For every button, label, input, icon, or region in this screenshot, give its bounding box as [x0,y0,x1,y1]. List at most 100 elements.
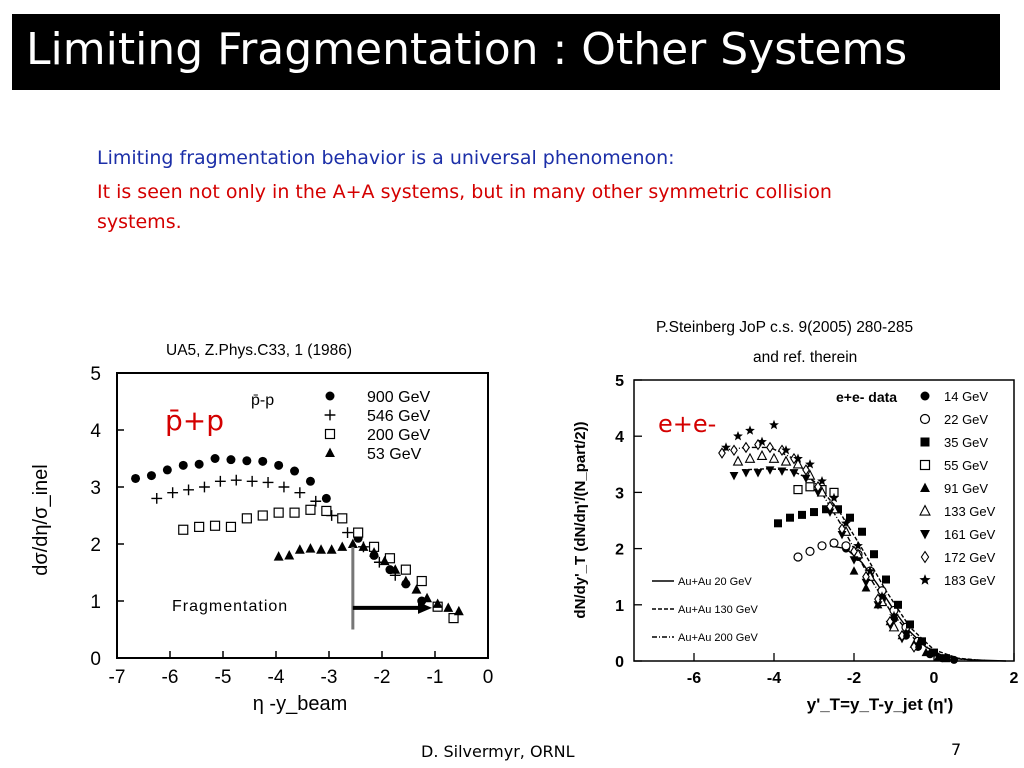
right-data-point [841,518,851,528]
left-y-tick-label: 0 [90,649,101,670]
right-curve-dashed [741,468,983,662]
right-data-point [745,425,755,435]
left-data-point [316,544,326,554]
right-curve-legend-label: Au+Au 130 GeV [678,604,758,616]
left-data-point [183,484,194,496]
right-chart-caption-2: and ref. therein [753,349,858,366]
right-legend-label: 91 GeV [944,481,988,496]
right-legend-label: 133 GeV [944,504,996,519]
left-data-point [162,465,172,475]
left-data-point [194,521,205,533]
right-data-point [730,444,738,457]
right-data-point [805,482,815,492]
left-data-point [379,555,390,566]
intro-text: Limiting fragmentation behavior is a uni… [97,143,857,237]
right-data-point [873,601,883,610]
right-data-point [933,652,943,662]
right-legend-marker [919,459,931,471]
left-x-tick-label: -4 [268,667,285,688]
left-data-point [321,505,332,517]
right-y-tick-label: 1 [615,598,624,615]
right-x-tick-label: 2 [1010,670,1019,687]
intro-line-1: Limiting fragmentation behavior is a uni… [97,147,675,169]
left-data-point [294,487,306,499]
left-data-point [230,474,242,486]
right-data-point [792,458,804,469]
left-legend-marker [324,409,336,421]
right-legend-label: 172 GeV [944,550,996,565]
left-data-point [273,507,284,518]
right-data-point [756,449,768,461]
right-data-point [882,575,890,584]
left-legend-title: p̄-p [251,392,274,409]
left-data-point [416,575,427,587]
right-system-label: e+e- [658,410,716,438]
page-number: 7 [951,740,962,759]
right-data-point [786,513,794,522]
right-data-point [817,541,827,551]
left-data-point [258,456,268,466]
right-x-tick-label: 0 [930,670,939,687]
right-data-point [841,541,851,551]
left-data-point [290,466,300,476]
left-x-tick-label: 0 [483,667,494,688]
right-data-point [846,513,854,522]
left-data-point [347,538,358,549]
left-data-point [294,544,305,554]
left-data-point [411,584,422,594]
right-data-point [901,627,911,638]
right-legend-label: 183 GeV [944,573,996,588]
left-x-tick-label: -5 [215,667,232,688]
right-data-point [805,459,815,469]
right-data-point [813,488,823,498]
left-data-point [337,513,348,524]
right-data-point [877,591,887,601]
left-x-tick-label: -2 [374,667,391,688]
left-data-point [178,460,188,470]
left-data-point [443,602,454,612]
right-data-point [742,441,750,454]
left-data-point [305,504,316,515]
left-data-point [310,495,322,507]
left-y-tick-label: 4 [90,421,101,442]
left-data-point [226,455,236,465]
right-legend-marker [919,574,931,585]
left-data-point [199,481,210,493]
right-data-point [781,445,791,455]
left-data-point [400,564,411,575]
right-data-point [942,654,950,663]
right-data-point [861,578,871,588]
right-data-point [741,469,751,478]
right-y-tick-label: 4 [615,429,624,446]
left-data-point [400,575,411,586]
right-data-point [888,621,900,632]
right-data-point [805,546,815,557]
left-legend-label: 900 GeV [367,389,430,406]
right-data-point [793,552,803,562]
left-data-point [194,459,204,469]
left-data-point [369,547,379,557]
left-data-point [321,493,331,503]
right-legend-label: 161 GeV [944,527,996,542]
title-bar: Limiting Fragmentation : Other Systems [12,14,1000,90]
right-data-point [744,452,756,463]
intro-line-2: It is seen not only in the A+A systems, … [97,181,832,233]
right-legend-marker [920,550,930,564]
right-data-point [801,474,811,484]
right-data-point [826,500,834,513]
left-data-point [209,520,221,531]
right-data-point [849,566,859,575]
left-system-label: p̄+p [165,404,224,437]
right-data-point [870,550,878,559]
right-x-tick-label: -4 [767,670,781,687]
right-data-point [757,436,767,446]
right-data-point [810,508,818,517]
right-legend-marker [920,529,930,540]
left-legend-marker [325,391,335,401]
right-data-point [950,655,958,664]
left-data-point [274,460,284,470]
left-legend-marker [324,428,336,440]
right-data-point [834,505,842,514]
